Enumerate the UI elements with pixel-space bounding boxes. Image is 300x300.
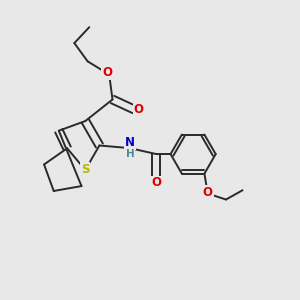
Text: O: O xyxy=(102,66,112,79)
Text: O: O xyxy=(203,186,213,199)
Text: O: O xyxy=(152,176,161,190)
Text: O: O xyxy=(134,103,144,116)
Text: N: N xyxy=(125,136,135,149)
Text: H: H xyxy=(126,149,134,159)
Text: S: S xyxy=(81,164,90,176)
